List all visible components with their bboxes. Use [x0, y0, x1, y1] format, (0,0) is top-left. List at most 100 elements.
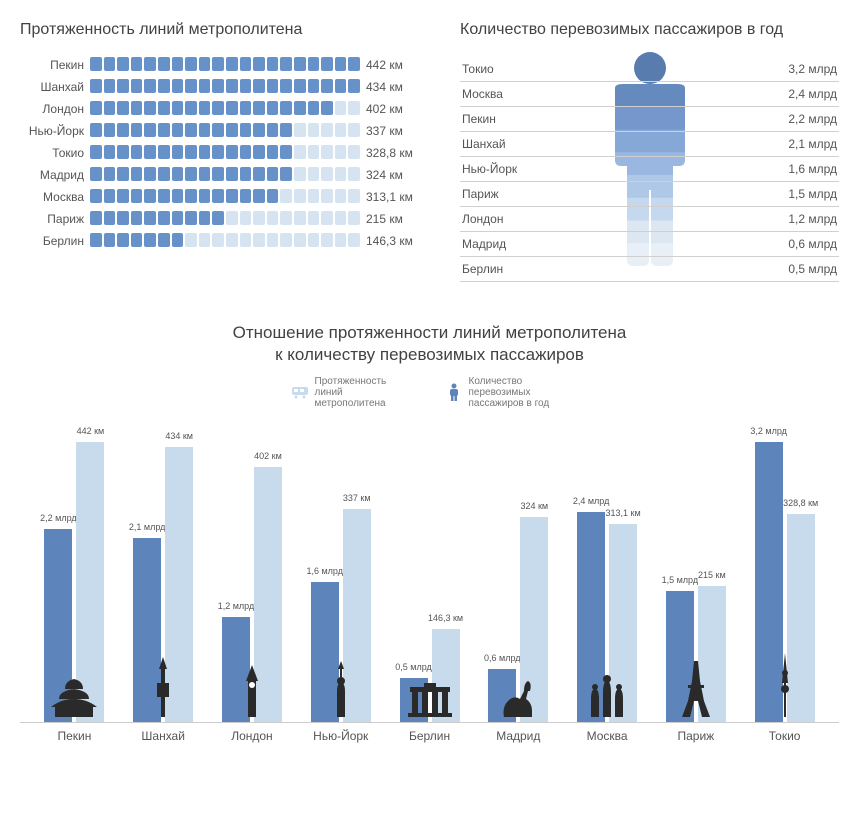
person-small-icon [445, 383, 463, 401]
length-bar-label: 434 км [165, 431, 193, 441]
passenger-bar-label: 0,6 млрд [484, 653, 521, 663]
passenger-row: Шанхай 2,1 млрд [460, 132, 839, 157]
passengers-title: Количество перевозимых пассажиров в год [460, 20, 839, 41]
length-value: 215 км [360, 212, 420, 226]
passenger-value: 2,1 млрд [767, 137, 837, 151]
passenger-bar-label: 2,1 млрд [129, 522, 166, 532]
legend-length: Протяженность линий метрополитена [291, 376, 415, 409]
passenger-row: Пекин 2,2 млрд [460, 107, 839, 132]
length-value: 328,8 км [360, 146, 420, 160]
length-bar-label: 215 км [698, 570, 726, 580]
city-axis-label: Москва [563, 729, 652, 743]
passenger-bar: 0,5 млрд [400, 678, 428, 722]
passenger-bar: 3,2 млрд [755, 442, 783, 722]
passenger-row: Москва 2,4 млрд [460, 82, 839, 107]
length-bar-label: 337 км [343, 493, 371, 503]
passenger-bar: 2,2 млрд [44, 529, 72, 722]
length-value: 146,3 км [360, 234, 420, 248]
passenger-city-label: Париж [462, 187, 542, 201]
passenger-value: 1,6 млрд [767, 162, 837, 176]
length-row: Берлин 146,3 км [20, 233, 420, 249]
passenger-value: 2,4 млрд [767, 87, 837, 101]
city-bar-group: 0,5 млрд146,3 км [385, 423, 474, 722]
passenger-row: Мадрид 0,6 млрд [460, 232, 839, 257]
passenger-bar-label: 0,5 млрд [395, 662, 432, 672]
length-bar-chart: 434 км [165, 447, 193, 722]
passenger-value: 0,5 млрд [767, 262, 837, 276]
length-row: Токио 328,8 км [20, 145, 420, 161]
length-bar [90, 189, 360, 205]
length-value: 442 км [360, 58, 420, 72]
passenger-value: 2,2 млрд [767, 112, 837, 126]
train-icon [291, 383, 309, 401]
passenger-city-label: Мадрид [462, 237, 542, 251]
passenger-row: Токио3,2 млрд [460, 57, 839, 82]
length-bar [90, 211, 360, 227]
city-bar-group: 1,2 млрд 402 км [208, 423, 297, 722]
length-bar-label: 442 км [77, 426, 105, 436]
length-bar-chart: 324 км [520, 517, 548, 722]
passenger-value: 1,5 млрд [767, 187, 837, 201]
passenger-row: Париж 1,5 млрд [460, 182, 839, 207]
length-bar-chart: 215 км [698, 586, 726, 722]
length-city-label: Мадрид [20, 168, 90, 182]
passenger-bar-label: 1,2 млрд [218, 601, 255, 611]
passenger-bar: 2,4 млрд [577, 512, 605, 722]
ratio-title: Отношение протяженности линий метрополит… [20, 322, 839, 366]
length-city-label: Токио [20, 146, 90, 160]
length-city-label: Париж [20, 212, 90, 226]
length-city-label: Пекин [20, 58, 90, 72]
passenger-city-label: Лондон [462, 212, 542, 226]
length-bar-chart: 146,3 км [432, 629, 460, 722]
length-city-label: Лондон [20, 102, 90, 116]
passenger-bar: 0,6 млрд [488, 669, 516, 722]
length-bar [90, 167, 360, 183]
passenger-bar-label: 2,2 млрд [40, 513, 77, 523]
length-bar [90, 79, 360, 95]
length-bar [90, 233, 360, 249]
city-bar-group: 2,4 млрд313,1 км [563, 423, 652, 722]
length-city-label: Москва [20, 190, 90, 204]
length-city-label: Берлин [20, 234, 90, 248]
length-bar-label: 146,3 км [428, 613, 463, 623]
city-axis-label: Нью-Йорк [296, 729, 385, 743]
passenger-value: 0,6 млрд [767, 237, 837, 251]
passenger-value: 1,2 млрд [767, 212, 837, 226]
length-row: Шанхай434 км [20, 79, 420, 95]
city-axis-label: Пекин [30, 729, 119, 743]
chart-legend: Протяженность линий метрополитена Количе… [20, 376, 839, 409]
passenger-city-label: Нью-Йорк [462, 162, 542, 176]
passenger-value: 3,2 млрд [767, 62, 837, 76]
length-value: 324 км [360, 168, 420, 182]
length-row: Нью-Йорк337 км [20, 123, 420, 139]
passenger-bar-label: 1,6 млрд [306, 566, 343, 576]
passenger-city-label: Москва [462, 87, 542, 101]
city-bar-group: 2,1 млрд434 км [119, 423, 208, 722]
length-bar [90, 123, 360, 139]
length-row: Москва 313,1 км [20, 189, 420, 205]
passengers-panel: Количество перевозимых пассажиров в год … [460, 20, 839, 282]
length-bar-label: 402 км [254, 451, 282, 461]
passenger-bar-label: 2,4 млрд [573, 496, 610, 506]
ratio-panel: Отношение протяженности линий метрополит… [20, 322, 839, 743]
passenger-bar: 2,1 млрд [133, 538, 161, 722]
city-bar-group: 2,2 млрд 442 км [30, 423, 119, 722]
city-axis-label: Берлин [385, 729, 474, 743]
city-axis-label: Париж [651, 729, 740, 743]
legend-passengers: Количество перевозимых пассажиров в год [445, 376, 569, 409]
length-bar [90, 145, 360, 161]
passenger-city-label: Пекин [462, 112, 542, 126]
length-value: 337 км [360, 124, 420, 138]
passenger-city-label: Шанхай [462, 137, 542, 151]
length-bar-label: 324 км [520, 501, 548, 511]
length-bar-chart: 313,1 км [609, 524, 637, 722]
length-value: 434 км [360, 80, 420, 94]
length-panel: Протяженность линий метрополитена Пекин4… [20, 20, 420, 282]
length-value: 313,1 км [360, 190, 420, 204]
passenger-bar-label: 3,2 млрд [750, 426, 787, 436]
length-value: 402 км [360, 102, 420, 116]
passenger-row: Нью-Йорк 1,6 млрд [460, 157, 839, 182]
length-bar-chart: 337 км [343, 509, 371, 722]
city-axis-label: Мадрид [474, 729, 563, 743]
passenger-row: Лондон 1,2 млрд [460, 207, 839, 232]
